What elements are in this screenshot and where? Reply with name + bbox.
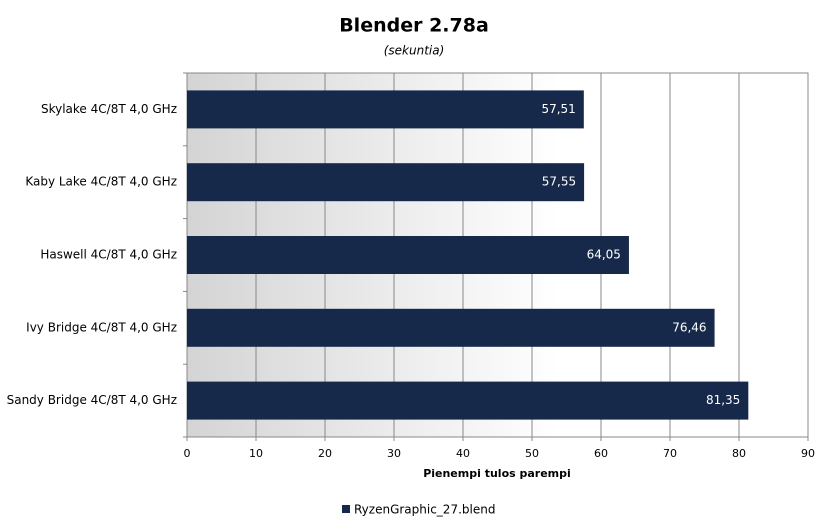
bar bbox=[187, 308, 715, 347]
x-tick-label: 70 bbox=[663, 447, 677, 460]
x-tick-label: 10 bbox=[249, 447, 263, 460]
bar bbox=[187, 381, 749, 420]
legend-label: RyzenGraphic_27.blend bbox=[354, 503, 495, 517]
y-tick-label: Skylake 4C/8T 4,0 GHz bbox=[41, 102, 177, 116]
value-label: 64,05 bbox=[587, 248, 621, 262]
x-tick-label: 30 bbox=[387, 447, 401, 460]
y-tick-label: Ivy Bridge 4C/8T 4,0 GHz bbox=[26, 320, 177, 334]
value-label: 57,51 bbox=[541, 102, 575, 116]
x-axis-label: Pienempi tulos parempi bbox=[423, 467, 571, 480]
value-label: 81,35 bbox=[706, 393, 740, 407]
y-tick-label: Haswell 4C/8T 4,0 GHz bbox=[40, 248, 177, 262]
x-tick-label: 40 bbox=[456, 447, 470, 460]
x-tick-label: 0 bbox=[184, 447, 191, 460]
x-tick-label: 80 bbox=[732, 447, 746, 460]
x-tick-label: 50 bbox=[525, 447, 539, 460]
x-tick-label: 90 bbox=[801, 447, 815, 460]
chart-subtitle: (sekuntia) bbox=[384, 44, 445, 58]
value-label: 57,55 bbox=[542, 175, 576, 189]
y-tick-label: Sandy Bridge 4C/8T 4,0 GHz bbox=[7, 393, 177, 407]
x-tick-label: 60 bbox=[594, 447, 608, 460]
x-tick-label: 20 bbox=[318, 447, 332, 460]
value-label: 76,46 bbox=[672, 320, 706, 334]
bar bbox=[187, 90, 584, 129]
bar bbox=[187, 163, 585, 202]
y-tick-label: Kaby Lake 4C/8T 4,0 GHz bbox=[25, 175, 177, 189]
legend-swatch bbox=[342, 505, 350, 513]
chart-title: Blender 2.78a bbox=[339, 15, 489, 37]
bar bbox=[187, 236, 629, 274]
